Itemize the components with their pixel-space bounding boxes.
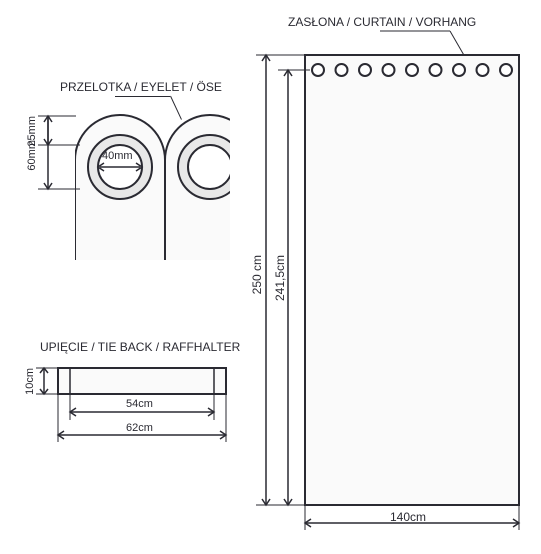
curtain-eyelet-hole xyxy=(477,64,489,76)
eyelet-dim-side: 60mm xyxy=(26,140,38,171)
curtain-eyelet-hole xyxy=(406,64,418,76)
tieback-dim-outer: 62cm xyxy=(126,422,153,434)
curtain-dim-w: 140cm xyxy=(390,510,426,524)
curtain-svg xyxy=(250,15,530,545)
curtain-eyelet-hole xyxy=(430,64,442,76)
tieback-dim-inner: 54cm xyxy=(126,398,153,410)
curtain-eyelet-hole xyxy=(359,64,371,76)
curtain-eyelet-hole xyxy=(336,64,348,76)
curtain-eyelet-hole xyxy=(500,64,512,76)
curtain-dim-h1: 250 cm xyxy=(250,255,264,294)
tieback-svg xyxy=(18,340,243,480)
curtain-eyelet-hole xyxy=(453,64,465,76)
curtain-eyelet-hole xyxy=(383,64,395,76)
curtain-dim-h2: 241,5cm xyxy=(273,255,287,301)
eyelet-svg xyxy=(20,80,230,260)
tieback-dim-h: 10cm xyxy=(24,368,36,395)
eyelet-dim-inner: 40mm xyxy=(102,150,133,162)
curtain-eyelet-hole xyxy=(312,64,324,76)
tieback-diagram: UPIĘCIE / TIE BACK / RAFFHALTER 10cm 54c… xyxy=(18,340,243,480)
eyelet-diagram: PRZELOTKA / EYELET / ÖSE xyxy=(20,80,230,260)
curtain-diagram: ZASŁONA / CURTAIN / VORHANG 250 cm 241,5… xyxy=(250,15,530,545)
